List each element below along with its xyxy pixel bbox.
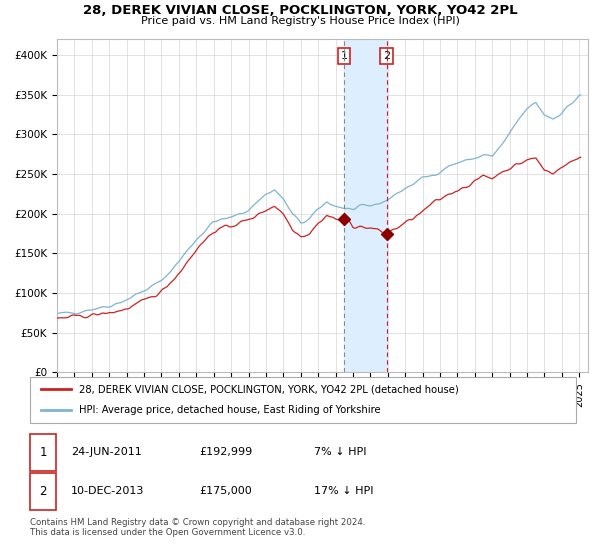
- Text: Contains HM Land Registry data © Crown copyright and database right 2024.
This d: Contains HM Land Registry data © Crown c…: [30, 518, 365, 538]
- Text: 24-JUN-2011: 24-JUN-2011: [71, 447, 142, 457]
- Text: Price paid vs. HM Land Registry's House Price Index (HPI): Price paid vs. HM Land Registry's House …: [140, 16, 460, 26]
- Bar: [344, 39, 387, 372]
- Text: £192,999: £192,999: [199, 447, 253, 457]
- Text: £175,000: £175,000: [199, 487, 252, 496]
- Text: HPI: Average price, detached house, East Riding of Yorkshire: HPI: Average price, detached house, East…: [79, 405, 381, 416]
- Text: 10-DEC-2013: 10-DEC-2013: [71, 487, 145, 496]
- Text: 28, DEREK VIVIAN CLOSE, POCKLINGTON, YORK, YO42 2PL: 28, DEREK VIVIAN CLOSE, POCKLINGTON, YOR…: [83, 4, 517, 17]
- Text: 1: 1: [40, 446, 47, 459]
- Text: 7% ↓ HPI: 7% ↓ HPI: [314, 447, 367, 457]
- Bar: [30, 434, 56, 471]
- Text: 28, DEREK VIVIAN CLOSE, POCKLINGTON, YORK, YO42 2PL (detached house): 28, DEREK VIVIAN CLOSE, POCKLINGTON, YOR…: [79, 384, 459, 394]
- Text: 1: 1: [340, 51, 347, 61]
- Text: 2: 2: [40, 485, 47, 498]
- Text: 17% ↓ HPI: 17% ↓ HPI: [314, 487, 373, 496]
- Bar: [30, 473, 56, 510]
- Text: 2: 2: [383, 51, 391, 61]
